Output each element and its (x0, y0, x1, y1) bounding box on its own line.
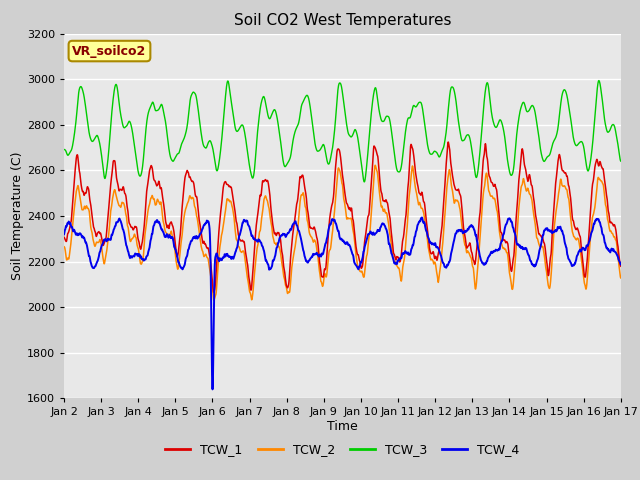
Legend: TCW_1, TCW_2, TCW_3, TCW_4: TCW_1, TCW_2, TCW_3, TCW_4 (161, 438, 524, 461)
Title: Soil CO2 West Temperatures: Soil CO2 West Temperatures (234, 13, 451, 28)
Text: VR_soilco2: VR_soilco2 (72, 45, 147, 58)
X-axis label: Time: Time (327, 420, 358, 433)
Y-axis label: Soil Temperature (C): Soil Temperature (C) (11, 152, 24, 280)
